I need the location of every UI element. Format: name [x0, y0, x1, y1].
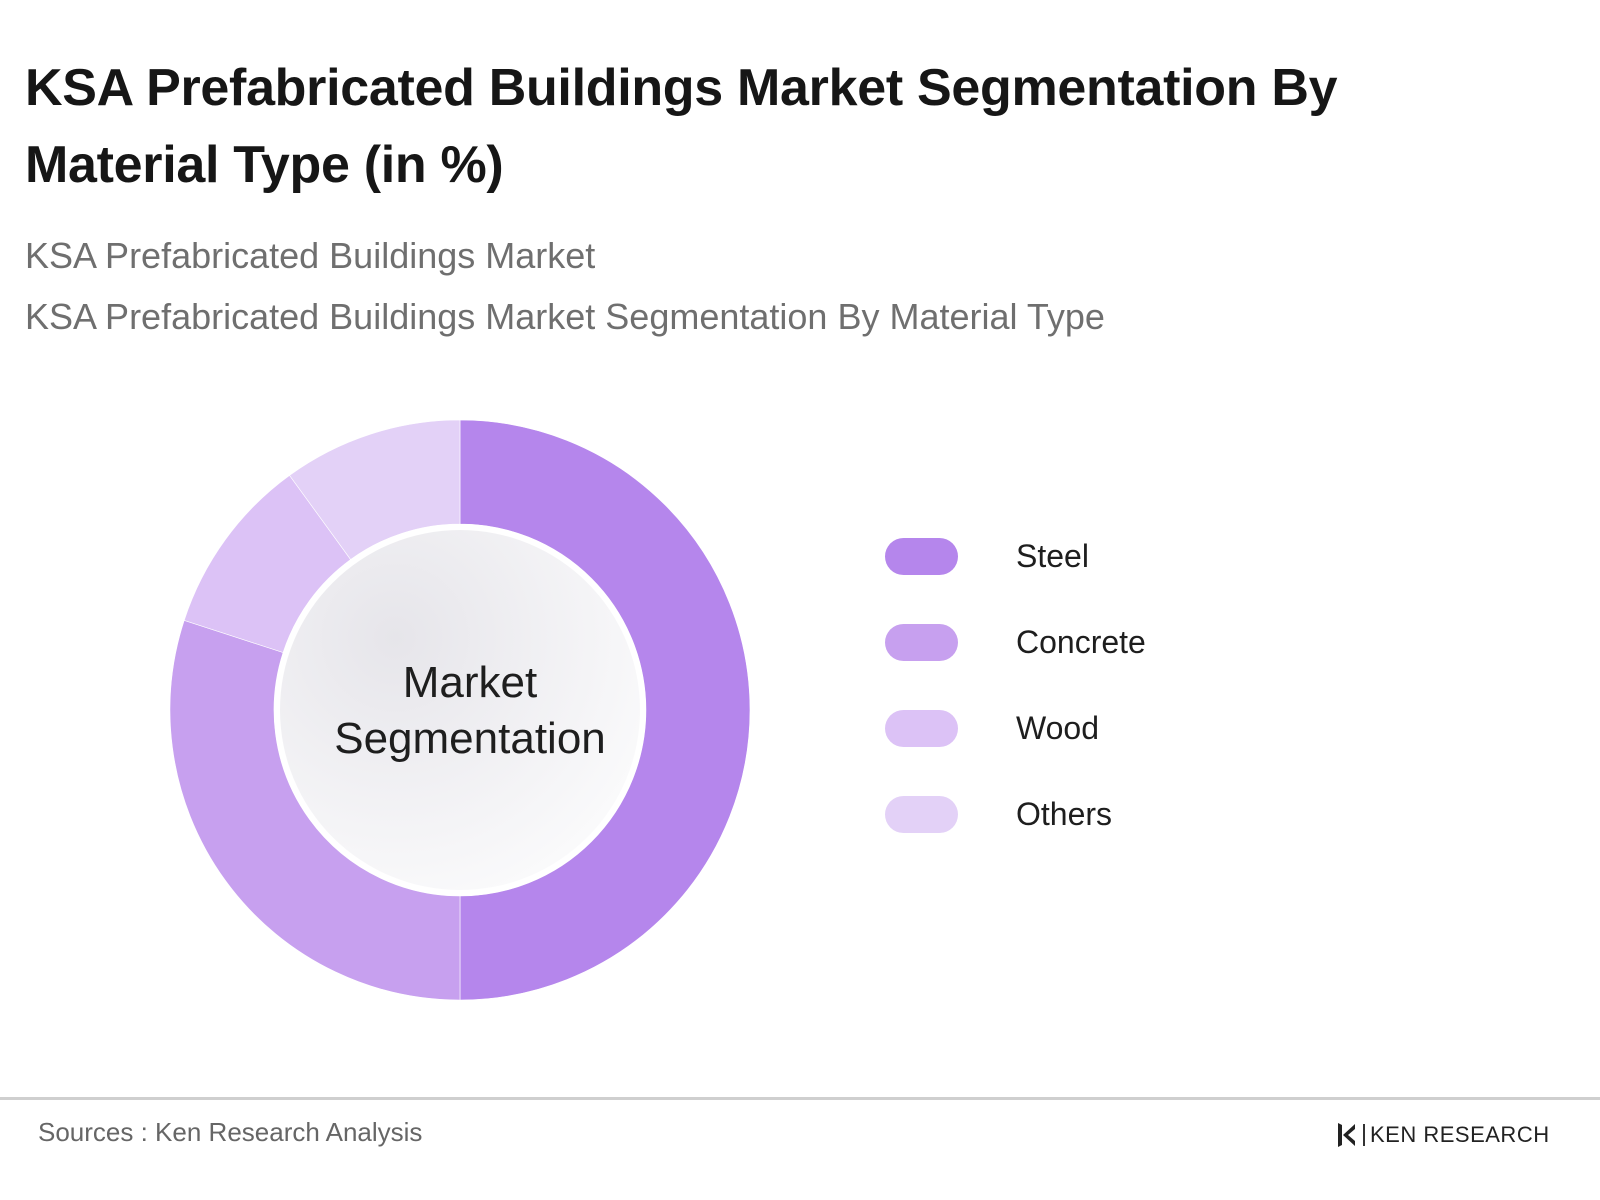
center-label-line-2: Segmentation	[334, 714, 606, 763]
breadcrumb-market: KSA Prefabricated Buildings Market	[25, 235, 596, 276]
legend-item-steel: Steel	[885, 533, 1285, 619]
legend-label-wood: Wood	[1016, 710, 1100, 746]
legend-swatch-others	[885, 796, 958, 833]
chart-legend: Steel Concrete Wood Others	[885, 533, 1285, 877]
ken-research-logo-icon	[1338, 1123, 1355, 1147]
legend-swatch-wood	[885, 710, 958, 747]
legend-item-others: Others	[885, 791, 1285, 877]
legend-item-wood: Wood	[885, 705, 1285, 791]
breadcrumb-segmentation: KSA Prefabricated Buildings Market Segme…	[25, 296, 1105, 337]
legend-swatch-steel	[885, 538, 958, 575]
legend-label-concrete: Concrete	[1016, 624, 1146, 660]
brand-separator	[1363, 1124, 1365, 1146]
legend-item-concrete: Concrete	[885, 619, 1285, 705]
legend-label-steel: Steel	[1016, 538, 1089, 574]
page-title: KSA Prefabricated Buildings Market Segme…	[25, 59, 1338, 194]
donut-hub	[280, 530, 640, 890]
brand-logo: KEN RESEARCH	[1335, 1119, 1550, 1151]
donut-center-label: Market Segmentation	[310, 655, 630, 767]
donut-slices	[169, 419, 751, 1001]
footer-divider	[0, 1097, 1600, 1100]
source-note: Sources : Ken Research Analysis	[38, 1117, 423, 1147]
legend-swatch-concrete	[885, 624, 958, 661]
legend-label-others: Others	[1016, 796, 1113, 832]
donut-chart	[169, 419, 751, 1001]
center-label-line-1: Market	[402, 658, 538, 707]
brand-name: KEN RESEARCH	[1370, 1122, 1550, 1147]
